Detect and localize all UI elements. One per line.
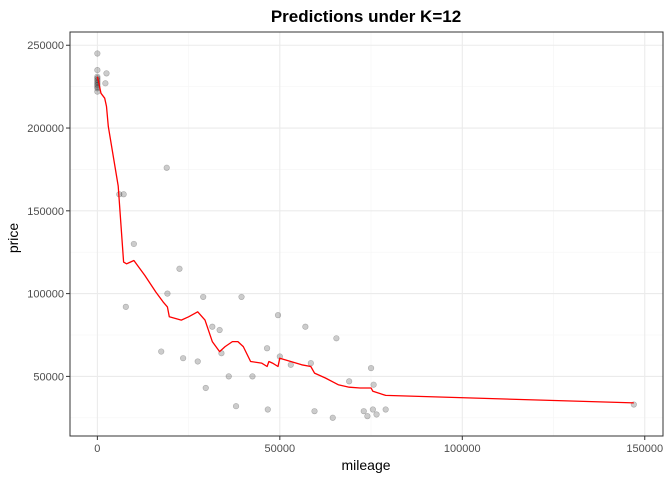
data-point <box>346 378 353 385</box>
data-point <box>164 290 171 297</box>
data-point <box>373 411 380 418</box>
data-point <box>200 293 207 301</box>
data-point <box>163 164 170 171</box>
data-point <box>94 50 101 57</box>
data-point <box>360 408 367 415</box>
data-point <box>194 358 201 365</box>
data-point <box>302 323 309 330</box>
x-tick-label: 0 <box>94 443 100 455</box>
data-point <box>180 355 187 362</box>
data-point <box>202 384 209 392</box>
chart-title: Predictions under K=12 <box>271 7 461 26</box>
x-axis-title: mileage <box>341 457 390 473</box>
data-point <box>367 365 375 372</box>
panel-border <box>69 31 664 437</box>
data-point <box>249 373 256 380</box>
data-point <box>176 265 183 272</box>
y-tick-label: 150000 <box>27 206 64 218</box>
y-tick-label: 50000 <box>33 371 64 383</box>
data-point <box>274 312 282 319</box>
prediction-line <box>96 76 634 404</box>
data-point <box>120 191 127 198</box>
data-point <box>94 66 101 74</box>
data-point <box>311 408 318 415</box>
data-point <box>232 403 240 410</box>
data-point <box>333 335 340 342</box>
data-point <box>102 80 109 87</box>
axis-ticks: 0 50000 100000 150000 50000 100000 150000 20000… <box>27 40 663 455</box>
y-axis-title: price <box>5 223 21 254</box>
data-point <box>130 240 137 248</box>
data-point <box>307 360 314 367</box>
data-point <box>264 406 271 413</box>
x-tick-label: 150000 <box>626 443 663 455</box>
data-point <box>209 323 216 330</box>
data-point <box>329 414 336 421</box>
data-point <box>225 373 232 380</box>
grid <box>70 32 663 436</box>
data-point <box>370 381 377 388</box>
data-point <box>122 303 129 310</box>
data-point <box>369 406 376 413</box>
x-tick-label: 50000 <box>265 443 296 455</box>
data-point <box>382 406 389 413</box>
y-tick-label: 200000 <box>27 123 64 135</box>
data-point <box>238 293 245 301</box>
data-point <box>94 88 101 95</box>
data-point <box>287 361 294 368</box>
data-point <box>364 413 371 420</box>
y-tick-label: 100000 <box>27 289 64 301</box>
data-layer <box>94 50 637 421</box>
data-point <box>158 348 165 355</box>
data-point <box>216 326 223 334</box>
x-tick-label: 100000 <box>444 443 481 455</box>
y-tick-label: 250000 <box>27 40 64 52</box>
data-point <box>263 345 271 352</box>
data-point <box>103 70 110 77</box>
